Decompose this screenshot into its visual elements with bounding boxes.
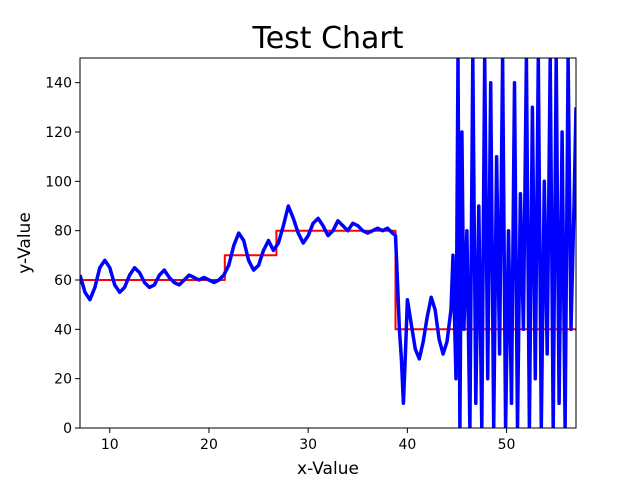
series-line-2 — [80, 58, 576, 428]
y-tick-label: 140 — [45, 76, 72, 92]
x-tick-label: 50 — [498, 437, 516, 453]
y-axis-label: y-Value — [15, 212, 35, 274]
y-tick-label: 120 — [45, 125, 72, 141]
x-axis: 10 20 30 40 50 — [101, 428, 516, 453]
y-tick-label: 40 — [54, 322, 72, 338]
x-tick-label: 10 — [101, 437, 119, 453]
y-axis: 0 20 40 60 80 100 120 140 — [45, 76, 80, 437]
series-layer — [80, 58, 576, 428]
y-tick-label: 60 — [54, 273, 72, 289]
y-tick-label: 80 — [54, 224, 72, 240]
x-tick-label: 40 — [398, 437, 416, 453]
x-axis-label: x-Value — [297, 459, 359, 479]
y-tick-label: 20 — [54, 372, 72, 388]
plot-frame — [79, 57, 577, 429]
y-tick-label: 100 — [45, 174, 72, 190]
x-tick-label: 20 — [200, 437, 218, 453]
x-tick-label: 30 — [299, 437, 317, 453]
y-tick-label: 0 — [63, 421, 72, 437]
chart-title: Test Chart — [251, 21, 403, 56]
